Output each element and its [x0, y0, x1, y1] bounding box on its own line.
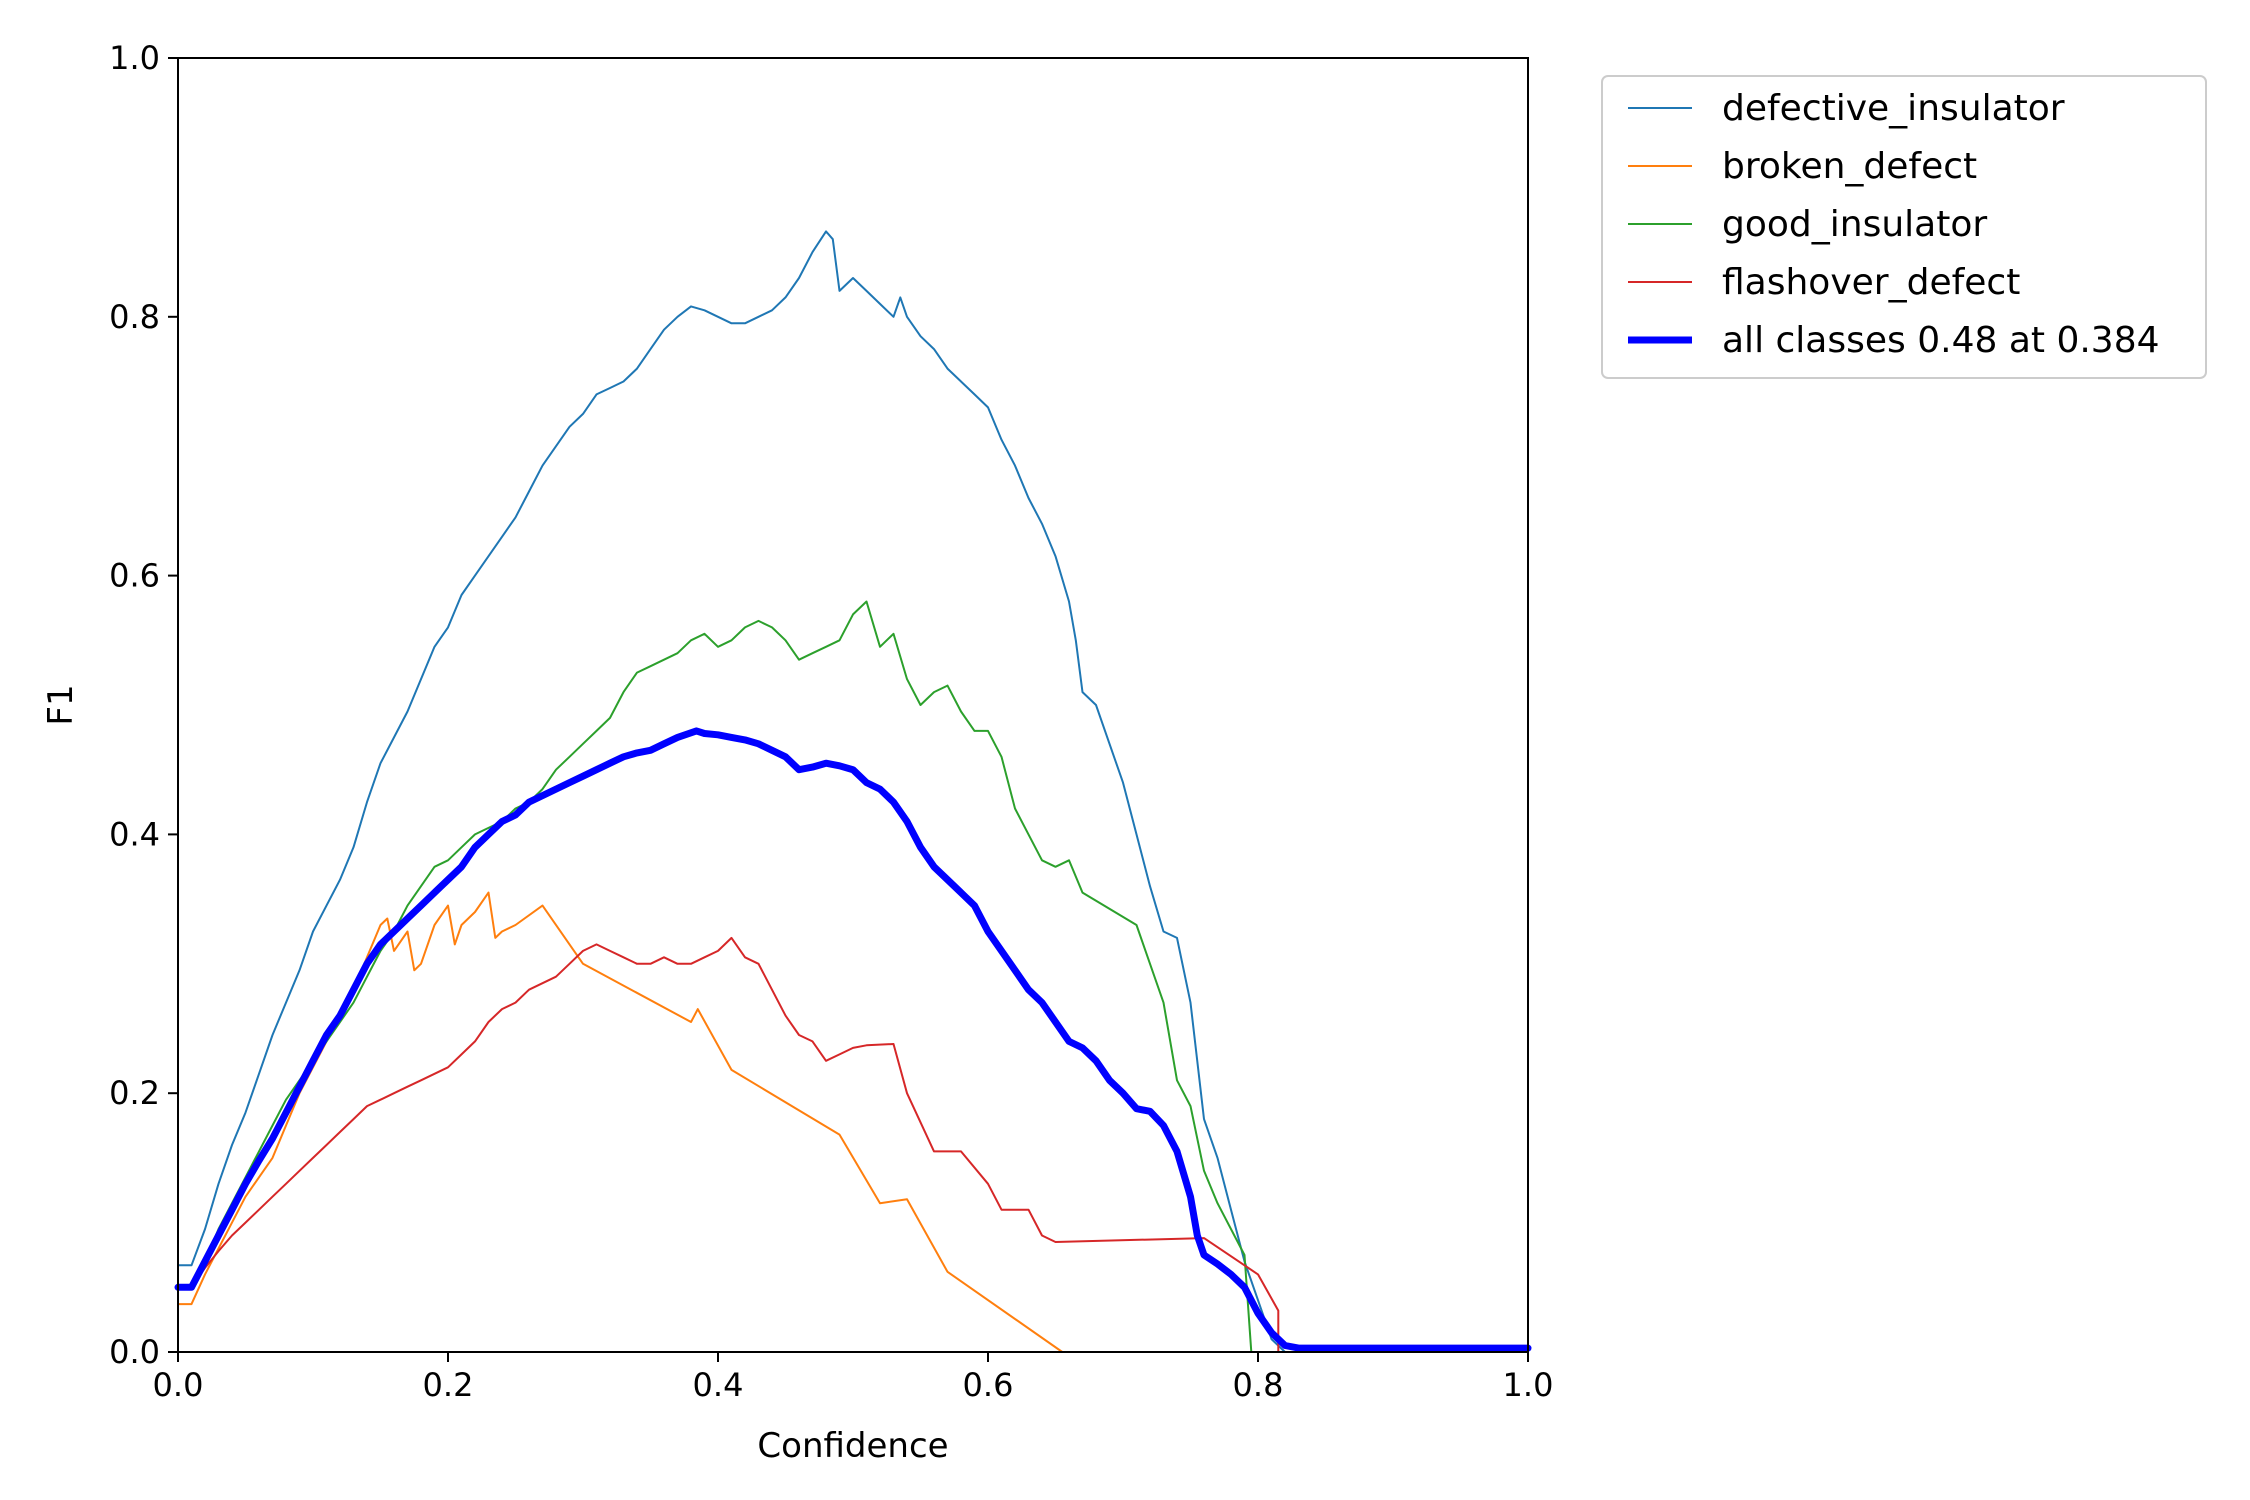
y-axis-label: F1 — [41, 684, 81, 725]
plot-frame — [177, 57, 1529, 1353]
y-tick-label: 0.8 — [109, 298, 160, 336]
y-axis: 0.0 0.2 0.4 0.6 0.8 1.0 — [109, 39, 178, 1371]
series-line-good-insulator — [177, 600, 1529, 1353]
x-tick-label: 0.8 — [1233, 1366, 1284, 1404]
legend-label: all classes 0.48 at 0.384 — [1722, 320, 2160, 361]
y-tick-label: 1.0 — [109, 39, 160, 77]
series-line-defective-insulator — [177, 230, 1529, 1353]
legend-label: broken_defect — [1722, 146, 1977, 187]
legend-box — [1601, 75, 2207, 379]
x-axis: 0.0 0.2 0.4 0.6 0.8 1.0 — [153, 1352, 1554, 1404]
x-axis-label: Confidence — [757, 1426, 948, 1466]
y-tick-label: 0.2 — [109, 1074, 160, 1112]
x-tick-label: 1.0 — [1503, 1366, 1554, 1404]
x-tick-label: 0.0 — [153, 1366, 204, 1404]
x-tick-label: 0.2 — [423, 1366, 474, 1404]
series-line-all-classes-0-48-at-0-384 — [174, 727, 1532, 1352]
legend: defective_insulator broken_defect good_ins… — [1601, 75, 2207, 379]
x-tick-label: 0.4 — [693, 1366, 744, 1404]
series-line-flashover-defect — [177, 936, 1529, 1353]
y-tick-label: 0.6 — [109, 557, 160, 595]
x-tick-label: 0.6 — [963, 1366, 1014, 1404]
plot-area-background — [178, 58, 1528, 1352]
y-tick-label: 0.0 — [109, 1333, 160, 1371]
series-layer — [174, 230, 1532, 1353]
y-tick-label: 0.4 — [109, 815, 160, 853]
legend-label: defective_insulator — [1722, 88, 2065, 129]
legend-label: good_insulator — [1722, 204, 1987, 245]
legend-label: flashover_defect — [1722, 262, 2020, 303]
series-line-broken-defect — [177, 891, 1529, 1353]
